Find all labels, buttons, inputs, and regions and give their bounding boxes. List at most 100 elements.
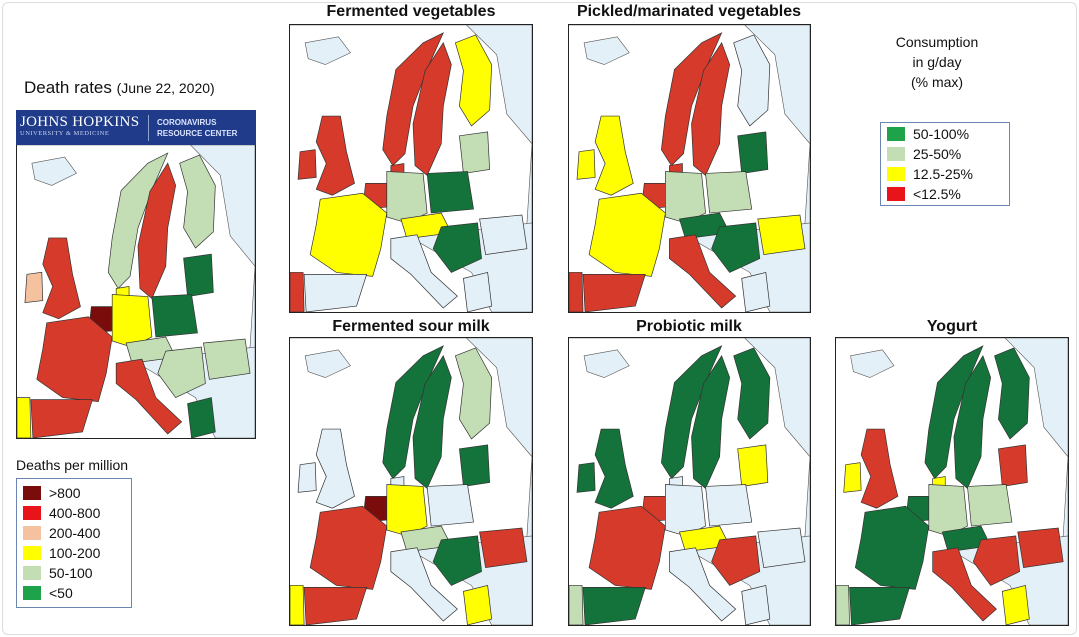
country-italy bbox=[669, 234, 737, 309]
legend-swatch bbox=[23, 526, 41, 540]
country-portugal bbox=[290, 585, 305, 625]
legend-label: 100-200 bbox=[49, 545, 101, 561]
death-rates-title: Death rates (June 22, 2020) bbox=[24, 78, 215, 97]
consumption-legend: 50-100% 25-50% 12.5-25% <12.5% bbox=[880, 122, 1010, 206]
country-hungary-balkans bbox=[972, 535, 1021, 586]
country-romania bbox=[757, 214, 806, 255]
legend-label: >800 bbox=[49, 485, 81, 501]
country-poland bbox=[705, 171, 753, 214]
panel-title: Fermented sour milk bbox=[332, 318, 490, 335]
country-greece bbox=[463, 584, 493, 625]
country-france bbox=[588, 505, 666, 590]
country-spain bbox=[849, 587, 910, 625]
country-poland bbox=[151, 294, 198, 338]
legend-label: <12.5% bbox=[913, 186, 961, 202]
legend-item: 12.5-25% bbox=[881, 164, 1009, 184]
country-germany bbox=[665, 171, 706, 224]
legend-item: 50-100 bbox=[17, 563, 131, 583]
country-france bbox=[309, 192, 388, 277]
country-greece bbox=[741, 271, 771, 312]
consumption-legend-title: Consumption in g/day (% max) bbox=[895, 34, 979, 90]
country-romania bbox=[479, 214, 528, 255]
country-sweden bbox=[953, 355, 992, 489]
country-italy bbox=[932, 547, 997, 622]
country-sweden bbox=[412, 42, 452, 176]
panel-title: Fermented vegetables bbox=[326, 3, 496, 20]
country-greece bbox=[463, 271, 493, 312]
country-romania bbox=[203, 338, 251, 380]
legend-item: 25-50% bbox=[881, 144, 1009, 164]
panel-title: Yogurt bbox=[926, 318, 978, 335]
yogurt-map bbox=[835, 337, 1069, 626]
panel-title: Probiotic milk bbox=[636, 318, 742, 335]
legend-item: 400-800 bbox=[17, 503, 131, 523]
country-spain bbox=[303, 274, 368, 312]
country-sweden bbox=[137, 162, 177, 300]
country-portugal bbox=[17, 397, 32, 438]
country-sweden bbox=[691, 42, 731, 176]
country-italy bbox=[390, 234, 458, 309]
country-spain bbox=[582, 587, 646, 625]
country-sweden bbox=[412, 355, 452, 489]
legend-item: 200-400 bbox=[17, 523, 131, 543]
legend-label: 50-100 bbox=[49, 565, 93, 581]
country-uk bbox=[594, 115, 634, 196]
country-baltics bbox=[183, 253, 214, 297]
country-uk bbox=[594, 428, 634, 509]
legend-swatch bbox=[887, 187, 905, 201]
death-rates-date: (June 22, 2020) bbox=[116, 80, 215, 96]
country-poland bbox=[705, 484, 753, 527]
pickled-vegetables-map bbox=[568, 24, 811, 313]
country-spain bbox=[582, 274, 646, 312]
legend-label: 200-400 bbox=[49, 525, 101, 541]
country-france bbox=[309, 505, 388, 590]
country-romania bbox=[479, 527, 528, 568]
country-greece bbox=[741, 584, 771, 625]
country-germany bbox=[386, 171, 428, 224]
legend-item: 50-100% bbox=[881, 124, 1009, 144]
legend-swatch bbox=[23, 566, 41, 580]
country-france bbox=[36, 316, 113, 403]
country-ireland bbox=[576, 462, 596, 493]
country-france bbox=[588, 192, 666, 277]
country-finland bbox=[179, 154, 216, 249]
fermented-vegetables-map bbox=[289, 24, 533, 313]
jhu-logo: JOHNS HOPKINS UNIVERSITY & MEDICINE CORON… bbox=[16, 110, 256, 145]
country-ireland bbox=[297, 149, 317, 180]
land-area bbox=[304, 36, 351, 65]
land-area bbox=[31, 156, 77, 186]
country-portugal bbox=[569, 272, 584, 312]
land-area bbox=[304, 349, 351, 378]
country-baltics bbox=[998, 444, 1028, 487]
country-poland bbox=[967, 484, 1013, 527]
deaths-legend: >800 400-800 200-400 100-200 50-100 <50 bbox=[16, 478, 132, 608]
country-germany bbox=[928, 484, 968, 537]
country-hungary-balkans bbox=[711, 535, 761, 586]
country-finland bbox=[454, 347, 493, 440]
legend-swatch bbox=[887, 167, 905, 181]
legend-item: 100-200 bbox=[17, 543, 131, 563]
country-portugal bbox=[836, 585, 850, 625]
death-rates-map bbox=[16, 145, 256, 439]
legend-swatch bbox=[887, 147, 905, 161]
country-uk bbox=[860, 428, 899, 509]
country-uk bbox=[315, 428, 355, 509]
country-ireland bbox=[24, 271, 44, 304]
deaths-legend-title: Deaths per million bbox=[16, 457, 129, 473]
country-germany bbox=[111, 294, 153, 348]
country-finland bbox=[733, 347, 771, 440]
country-germany bbox=[386, 484, 428, 537]
legend-label: <50 bbox=[49, 585, 73, 601]
country-greece bbox=[1001, 584, 1030, 625]
country-ireland bbox=[297, 462, 317, 493]
country-finland bbox=[733, 34, 771, 127]
land-area bbox=[850, 349, 895, 378]
probiotic-milk-map bbox=[568, 337, 811, 626]
country-sweden bbox=[691, 355, 731, 489]
country-ireland bbox=[576, 149, 596, 180]
legend-swatch bbox=[23, 586, 41, 600]
country-romania bbox=[1017, 527, 1064, 568]
legend-swatch bbox=[887, 127, 905, 141]
legend-item: <50 bbox=[17, 583, 131, 603]
